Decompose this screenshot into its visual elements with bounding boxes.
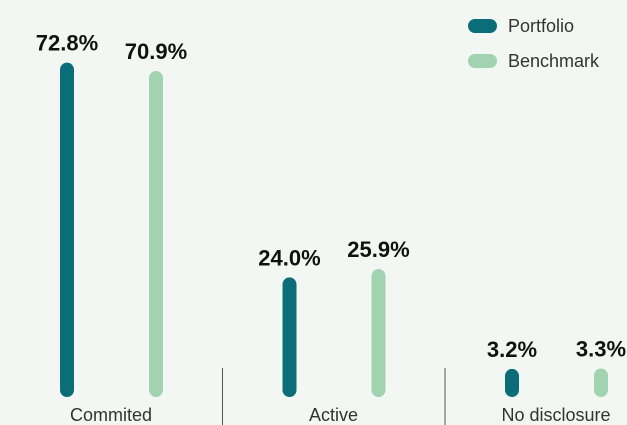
data-label: 3.2% xyxy=(487,337,537,362)
legend-marker xyxy=(468,54,497,68)
data-label: 25.9% xyxy=(347,237,409,262)
x-tick-label: Active xyxy=(309,405,358,425)
x-tick-label: No disclosure xyxy=(501,405,610,425)
legend-marker xyxy=(468,19,497,33)
bar xyxy=(594,368,608,397)
bar xyxy=(282,277,297,397)
data-label: 24.0% xyxy=(258,245,320,270)
data-label: 3.3% xyxy=(576,336,626,361)
bar xyxy=(371,269,386,397)
bar xyxy=(60,62,74,398)
legend-label: Benchmark xyxy=(508,51,600,71)
bar xyxy=(505,368,519,397)
data-label: 72.8% xyxy=(36,31,98,56)
data-label: 70.9% xyxy=(125,39,187,64)
legend-label: Portfolio xyxy=(508,16,574,36)
x-tick-label: Commited xyxy=(70,405,152,425)
bar xyxy=(149,71,163,397)
